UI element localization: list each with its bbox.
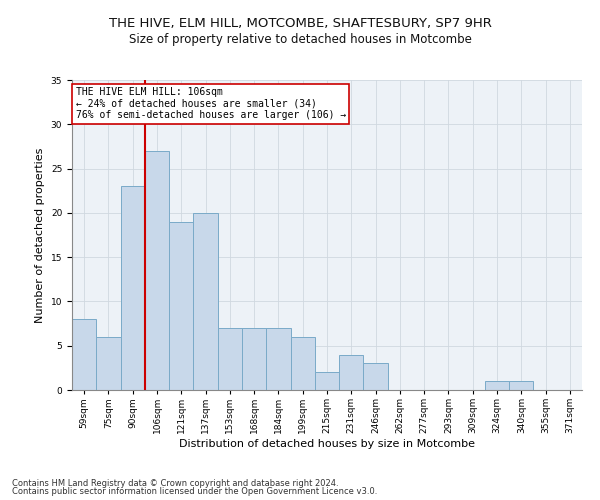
Bar (509, 381, 533, 390)
Text: THE HIVE, ELM HILL, MOTCOMBE, SHAFTESBURY, SP7 9HR: THE HIVE, ELM HILL, MOTCOMBE, SHAFTESBUR… (109, 18, 491, 30)
Bar (290, 337, 315, 390)
Bar (121, 186, 145, 390)
Text: Size of property relative to detached houses in Motcombe: Size of property relative to detached ho… (128, 32, 472, 46)
Bar (242, 328, 266, 390)
Bar (266, 328, 290, 390)
Bar (218, 328, 242, 390)
Text: THE HIVE ELM HILL: 106sqm
← 24% of detached houses are smaller (34)
76% of semi-: THE HIVE ELM HILL: 106sqm ← 24% of detac… (76, 87, 346, 120)
Bar (169, 222, 193, 390)
Bar (364, 364, 388, 390)
Text: Contains public sector information licensed under the Open Government Licence v3: Contains public sector information licen… (12, 487, 377, 496)
Bar (485, 381, 509, 390)
Bar (315, 372, 339, 390)
Text: Contains HM Land Registry data © Crown copyright and database right 2024.: Contains HM Land Registry data © Crown c… (12, 478, 338, 488)
X-axis label: Distribution of detached houses by size in Motcombe: Distribution of detached houses by size … (179, 439, 475, 449)
Bar (145, 151, 169, 390)
Bar (339, 354, 364, 390)
Bar (72, 319, 96, 390)
Bar (193, 213, 218, 390)
Y-axis label: Number of detached properties: Number of detached properties (35, 148, 45, 322)
Bar (96, 337, 121, 390)
